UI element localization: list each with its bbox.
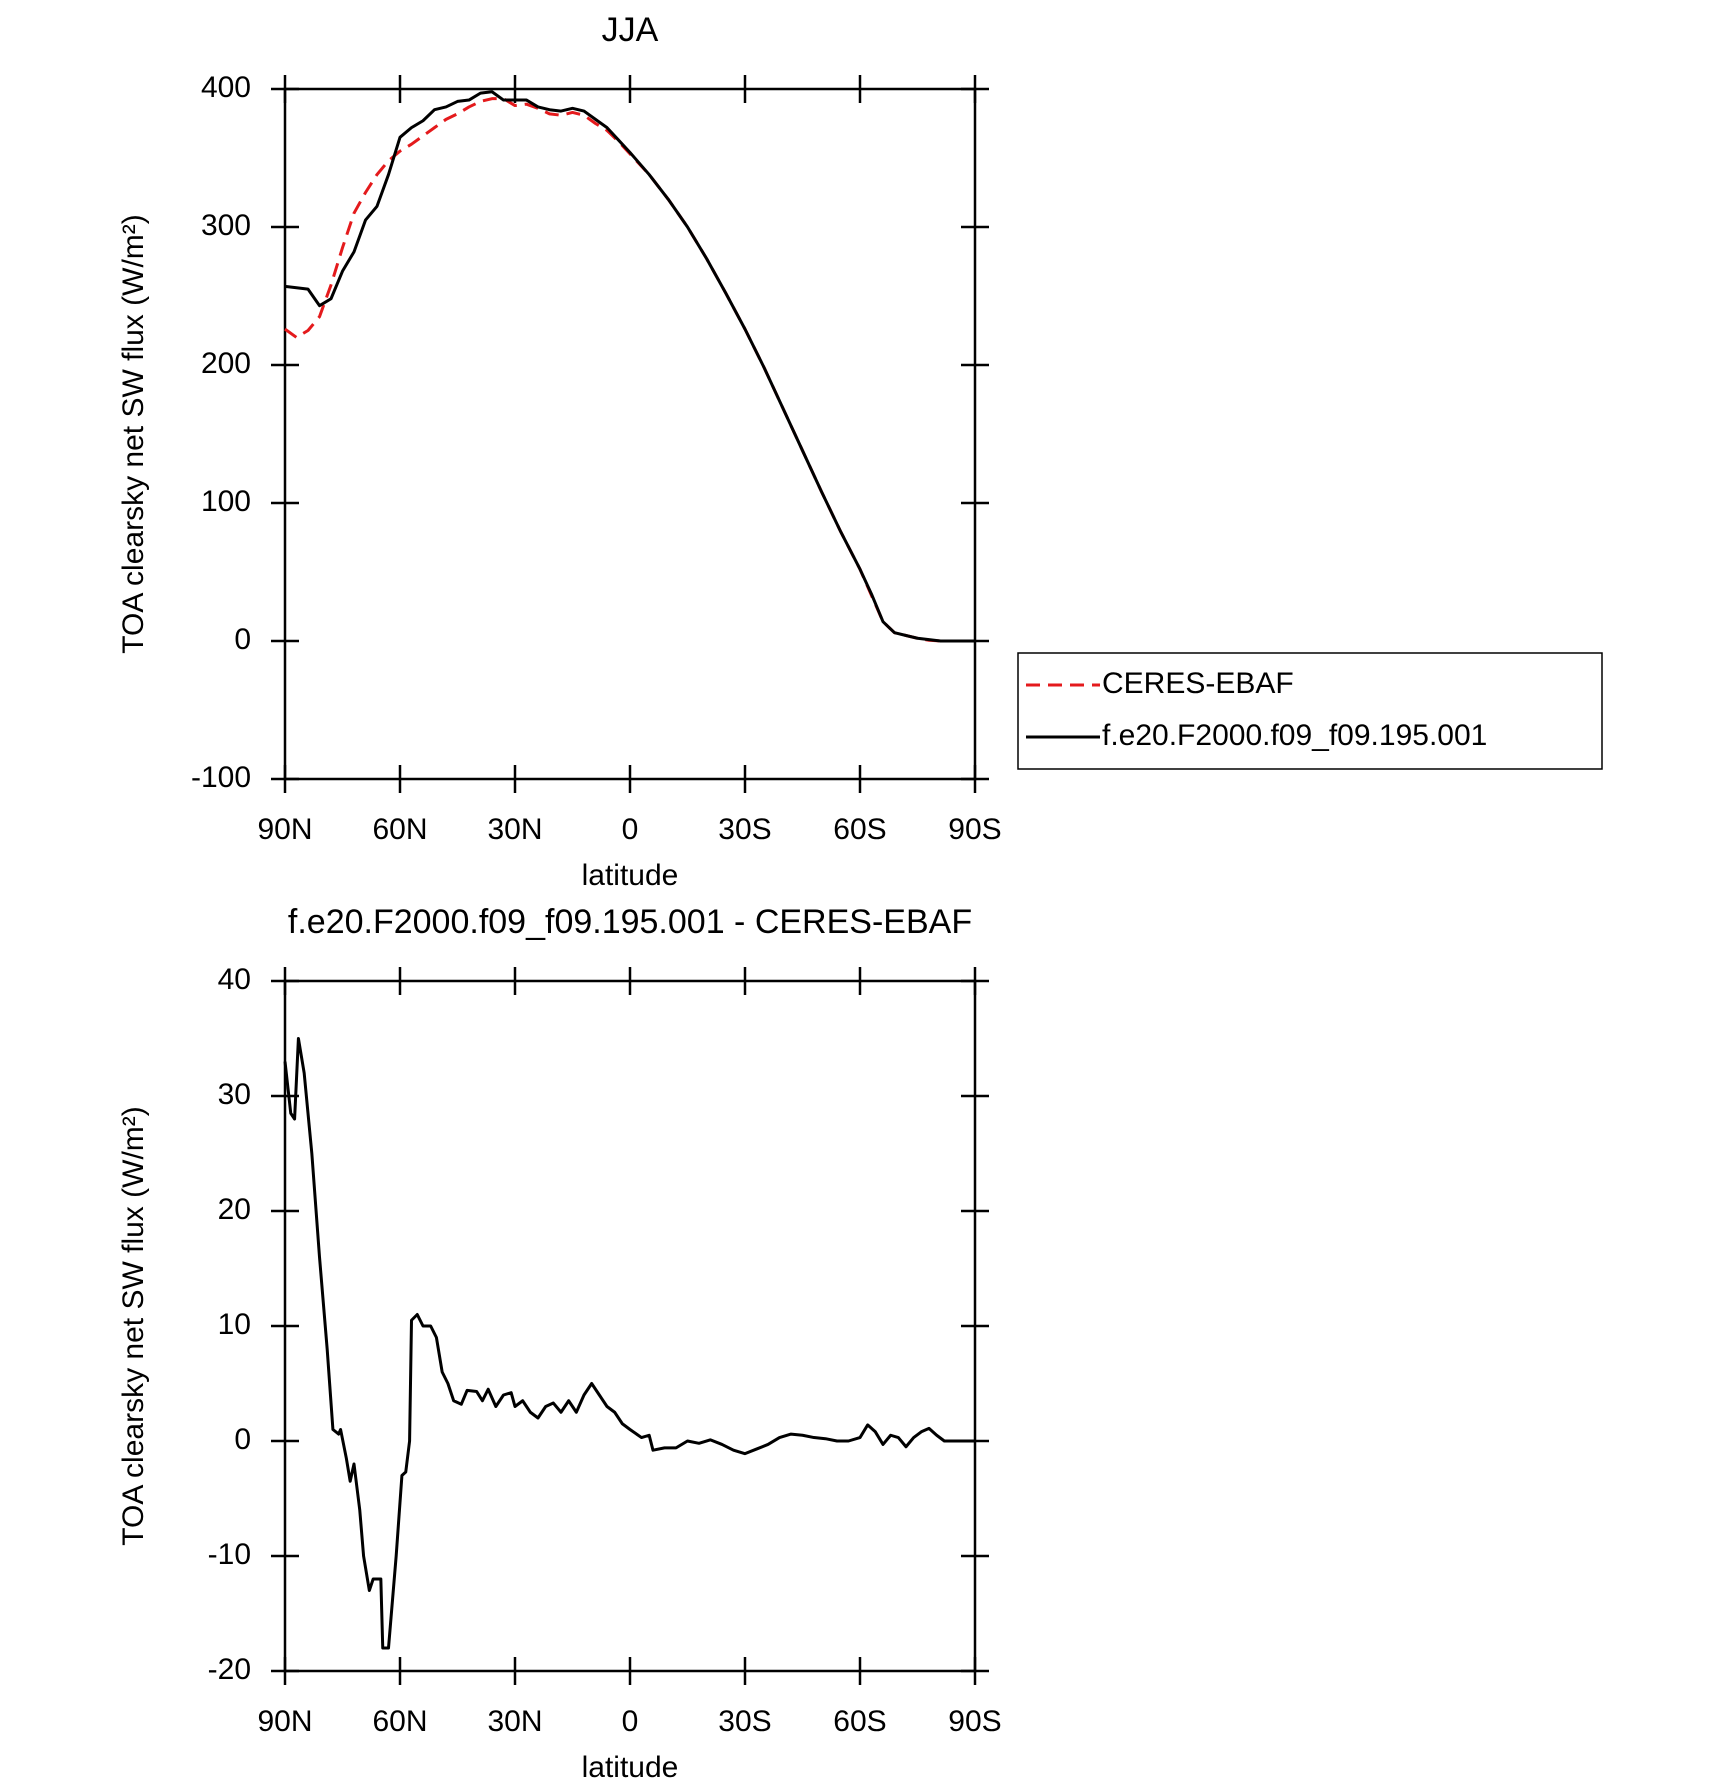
plot-frame [283, 87, 977, 781]
legend-label: CERES-EBAF [1102, 667, 1294, 700]
data-line [284, 90, 975, 643]
y-axis-label: TOA clearsky net SW flux (W/m²) [117, 1106, 150, 1546]
x-tick-label: 0 [622, 813, 639, 846]
x-tick-label: 30N [487, 1705, 542, 1738]
y-axis-label: TOA clearsky net SW flux (W/m²) [117, 214, 150, 654]
y-tick-label: 40 [218, 963, 251, 996]
chart-title: f.e20.F2000.f09_f09.195.001 - CERES-EBAF [288, 903, 972, 941]
x-tick-label: 0 [622, 1705, 639, 1738]
x-tick-label: 60S [833, 1705, 886, 1738]
y-tick-label: 30 [218, 1078, 251, 1111]
x-tick-label: 90N [257, 813, 312, 846]
x-tick-label: 30S [718, 813, 771, 846]
y-tick-label: -100 [191, 761, 251, 794]
y-tick-label: -10 [208, 1538, 251, 1571]
plot-frame [283, 979, 977, 1673]
data-line [284, 97, 975, 643]
y-tick-label: 300 [201, 209, 251, 242]
y-tick-label: 20 [218, 1193, 251, 1226]
legend-box [1017, 652, 1603, 770]
y-tick-label: 400 [201, 71, 251, 104]
y-tick-label: 0 [234, 623, 251, 656]
x-tick-label: 60N [372, 813, 427, 846]
y-tick-label: 10 [218, 1308, 251, 1341]
x-tick-label: 30S [718, 1705, 771, 1738]
y-tick-label: 100 [201, 485, 251, 518]
x-tick-label: 60S [833, 813, 886, 846]
x-axis-label: latitude [582, 1751, 679, 1784]
data-line [283, 1037, 975, 1650]
y-tick-label: 200 [201, 347, 251, 380]
x-tick-label: 90N [257, 1705, 312, 1738]
y-tick-label: -20 [208, 1653, 251, 1686]
x-tick-label: 90S [948, 1705, 1001, 1738]
x-tick-label: 90S [948, 813, 1001, 846]
y-tick-label: 0 [234, 1423, 251, 1456]
x-tick-label: 30N [487, 813, 542, 846]
x-axis-label: latitude [582, 859, 679, 892]
legend-label: f.e20.F2000.f09_f09.195.001 [1102, 719, 1487, 752]
chart-title: JJA [602, 11, 659, 49]
x-tick-label: 60N [372, 1705, 427, 1738]
